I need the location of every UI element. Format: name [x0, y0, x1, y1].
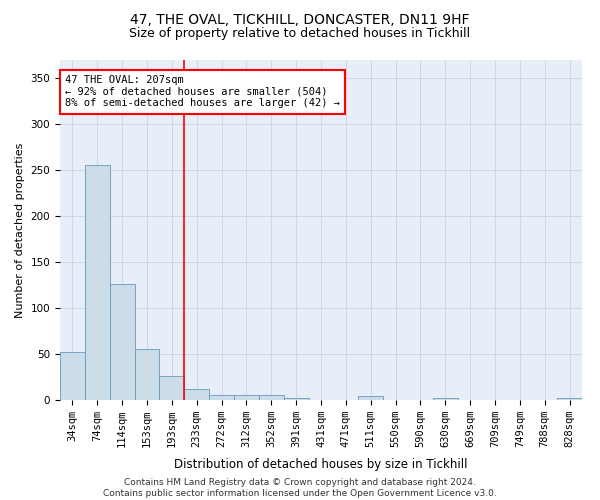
Bar — [184, 389, 209, 400]
Bar — [85, 165, 110, 400]
Bar — [557, 398, 582, 400]
Bar — [110, 284, 134, 400]
Bar — [358, 396, 383, 400]
Bar — [259, 396, 284, 400]
Bar — [60, 352, 85, 400]
Bar — [234, 396, 259, 400]
Text: 47, THE OVAL, TICKHILL, DONCASTER, DN11 9HF: 47, THE OVAL, TICKHILL, DONCASTER, DN11 … — [130, 12, 470, 26]
Bar — [160, 376, 184, 400]
Text: Size of property relative to detached houses in Tickhill: Size of property relative to detached ho… — [130, 28, 470, 40]
X-axis label: Distribution of detached houses by size in Tickhill: Distribution of detached houses by size … — [174, 458, 468, 471]
Text: 47 THE OVAL: 207sqm
← 92% of detached houses are smaller (504)
8% of semi-detach: 47 THE OVAL: 207sqm ← 92% of detached ho… — [65, 76, 340, 108]
Bar — [134, 348, 160, 400]
Text: Contains HM Land Registry data © Crown copyright and database right 2024.
Contai: Contains HM Land Registry data © Crown c… — [103, 478, 497, 498]
Bar — [209, 396, 234, 400]
Bar — [433, 398, 458, 400]
Bar — [284, 398, 308, 400]
Y-axis label: Number of detached properties: Number of detached properties — [15, 142, 25, 318]
